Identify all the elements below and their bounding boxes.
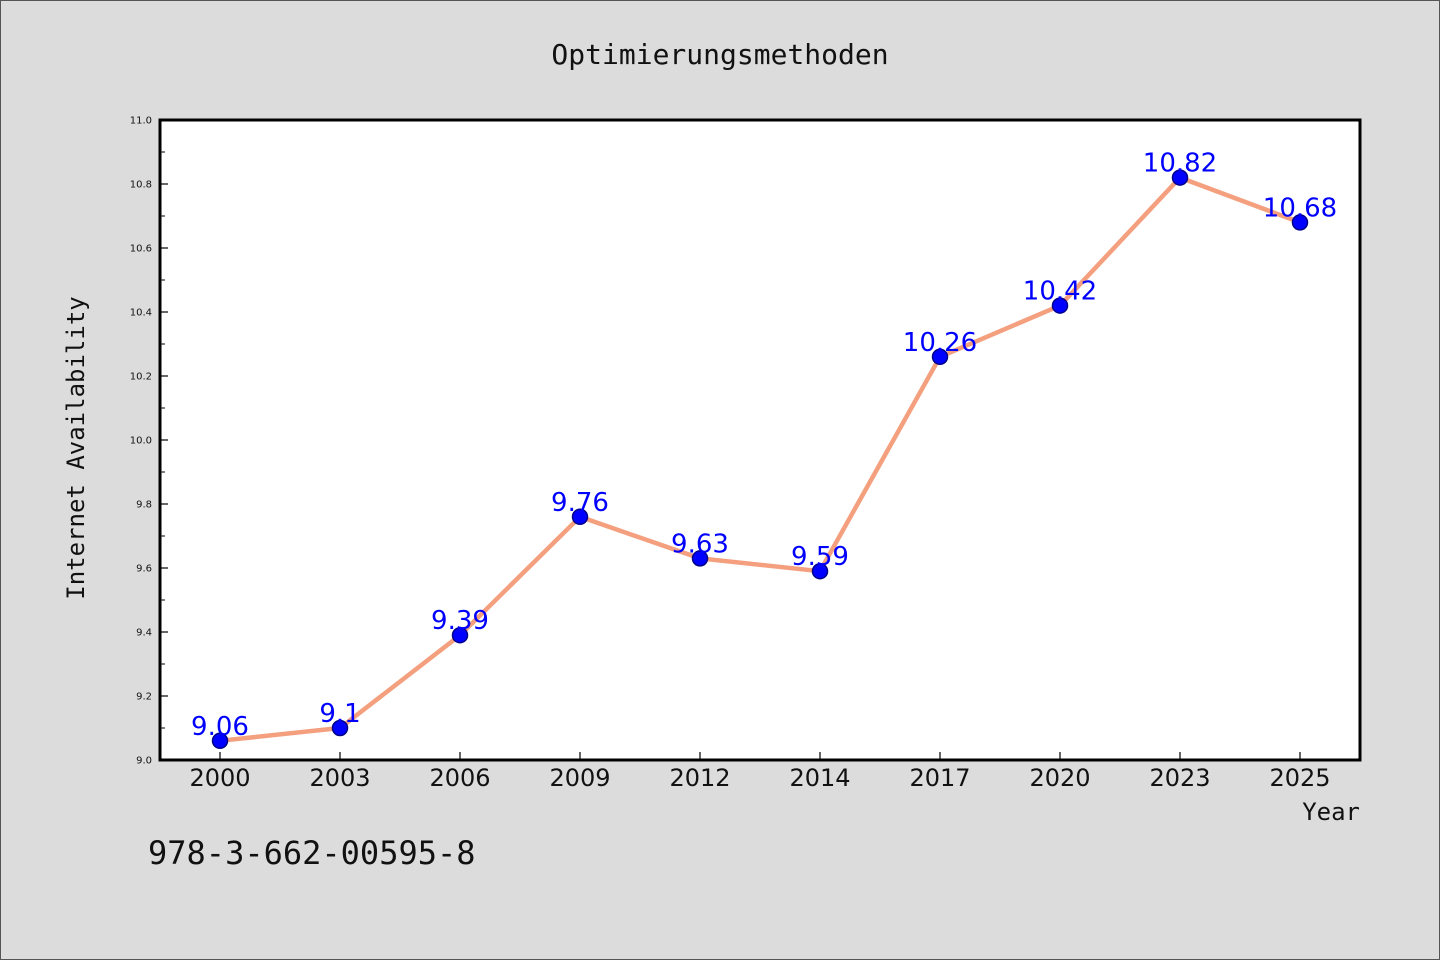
- data-label: 10.68: [1263, 193, 1337, 223]
- plot-border: [158, 118, 1362, 762]
- x-tick-label: 2003: [309, 764, 370, 792]
- y-axis-label: Internet Availability: [62, 296, 90, 599]
- isbn-text: 978-3-662-00595-8: [148, 834, 476, 872]
- data-label: 9.76: [551, 488, 609, 518]
- plot-area: [160, 120, 1360, 760]
- data-labels: 9.06 9.1 9.39 9.76 9.63 9.59 10.26 10.42 10.82 10…: [191, 149, 1337, 742]
- x-axis-label: Year: [1302, 798, 1360, 826]
- data-point: [811, 562, 829, 580]
- y-tick-label: 9.0: [136, 756, 152, 767]
- data-label: 9.39: [431, 606, 489, 636]
- series-line: [217, 175, 1303, 744]
- y-tick-label: 10.8: [130, 180, 152, 191]
- data-label: 10.82: [1143, 149, 1217, 179]
- data-label: 10.42: [1023, 277, 1097, 307]
- chart-title: Optimierungsmethoden: [551, 38, 888, 71]
- data-label: 10.26: [903, 328, 977, 358]
- x-axis: 2000 2003 2006 2009 2012 2014 2017 2020 2023 2025: [189, 752, 1331, 792]
- x-tick-label: 2025: [1269, 764, 1330, 792]
- data-label: 9.63: [671, 529, 729, 559]
- data-label: 9.1: [319, 699, 360, 729]
- y-tick-label: 10.0: [130, 436, 152, 447]
- data-point: [1051, 297, 1069, 314]
- y-tick-label: 11.0: [130, 116, 152, 127]
- data-point: [571, 508, 589, 526]
- y-tick-label: 9.2: [136, 692, 152, 703]
- data-label: 9.59: [791, 542, 849, 572]
- y-axis: 9.0 9.2 9.4 9.6 9.8 10.0 10.2 10.4 10.6 10.8 11.0: [130, 116, 168, 767]
- x-tick-label: 2017: [909, 764, 970, 792]
- series-group: [211, 169, 1309, 750]
- x-tick-label: 2000: [189, 764, 250, 792]
- data-point: [211, 732, 229, 750]
- y-tick-label: 10.2: [130, 372, 152, 383]
- y-tick-label: 9.6: [136, 564, 152, 575]
- data-point: [931, 348, 949, 366]
- y-tick-label: 9.4: [136, 628, 152, 639]
- x-tick-label: 2009: [549, 764, 610, 792]
- x-tick-label: 2023: [1149, 764, 1210, 792]
- x-tick-label: 2020: [1029, 764, 1090, 792]
- x-tick-label: 2012: [669, 764, 730, 792]
- data-point: [691, 550, 709, 567]
- x-tick-label: 2014: [789, 764, 850, 792]
- y-tick-label: 10.6: [130, 244, 152, 255]
- data-point: [1171, 169, 1189, 186]
- data-point: [451, 626, 469, 644]
- data-label: 9.06: [191, 712, 249, 742]
- data-point: [1291, 214, 1309, 231]
- y-tick-label: 10.4: [130, 308, 152, 319]
- data-point: [331, 719, 349, 737]
- x-tick-label: 2006: [429, 764, 490, 792]
- y-tick-label: 9.8: [136, 500, 152, 511]
